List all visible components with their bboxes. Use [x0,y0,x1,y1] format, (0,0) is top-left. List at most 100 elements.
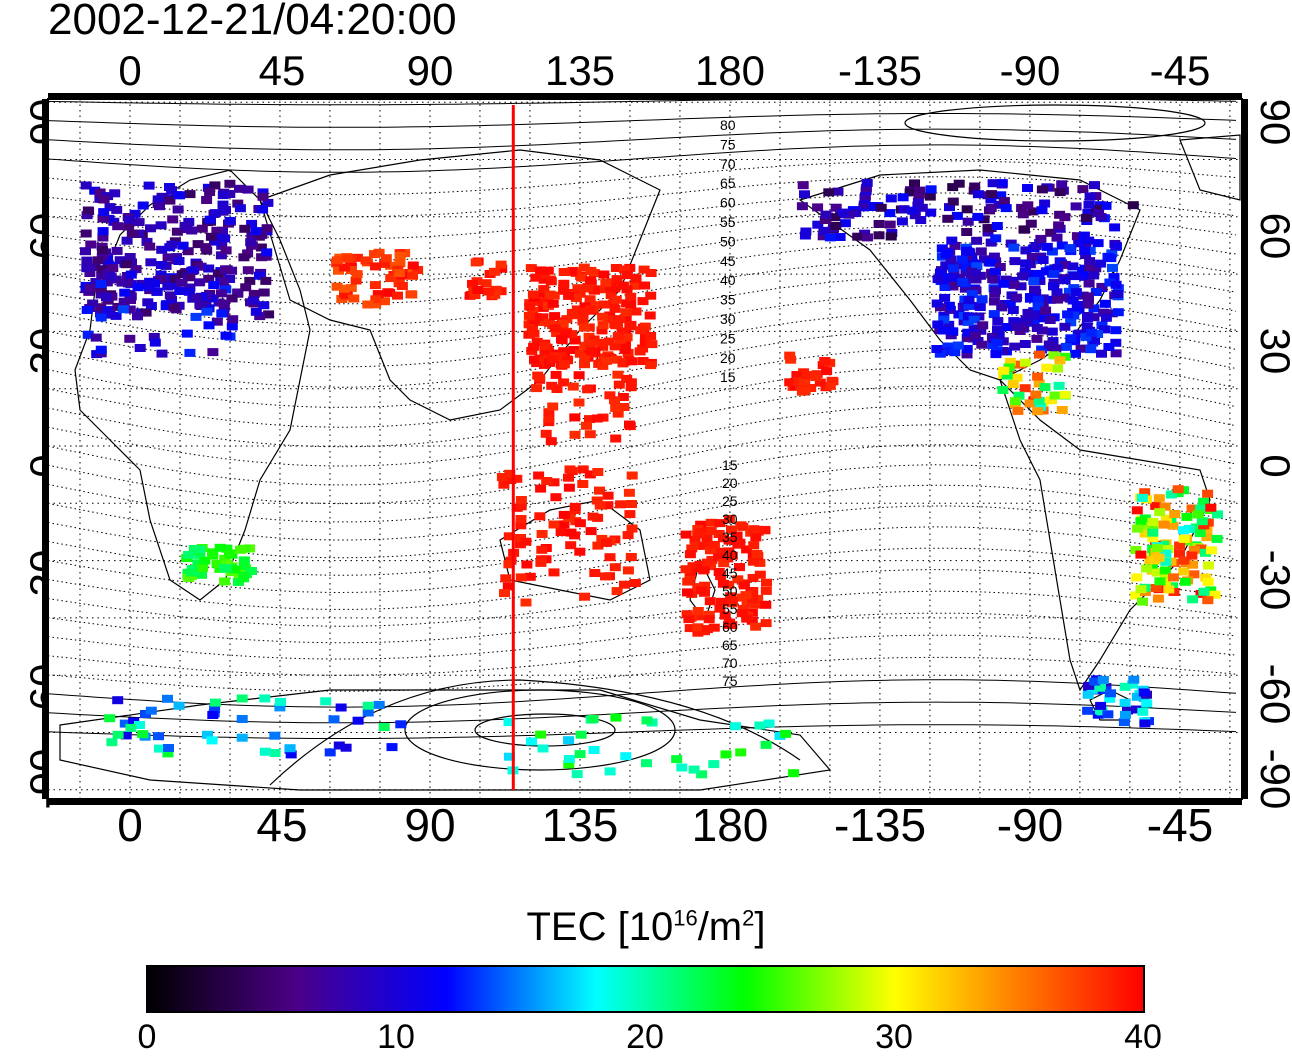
tec-pixel [610,434,622,443]
coastline [74,169,311,601]
tec-pixel [584,295,596,304]
tec-pixel [537,313,549,322]
tec-pixel [689,535,701,544]
tec-pixel [137,201,149,210]
tec-pixel [592,468,604,476]
tec-pixel [850,209,862,217]
tec-pixel [1110,338,1122,347]
tec-pixel [98,208,110,217]
tec-pixel [160,302,172,311]
tec-pixel [1083,279,1095,288]
tec-pixel [969,182,981,191]
tec-pixel [641,759,652,768]
tec-pixel [943,320,955,329]
tec-pixel [520,598,532,607]
tec-pixel [341,291,352,300]
tec-pixel [1001,323,1013,331]
tec-pixel [488,267,500,276]
tec-pixel [104,310,116,319]
tec-pixel [156,275,168,283]
tec-pixel [1059,322,1071,331]
tec-pixel [544,290,556,299]
tec-pixel [645,332,657,340]
tec-pixel [998,279,1010,288]
tec-pixel [555,528,567,537]
tec-pixel [1159,502,1171,511]
tec-pixel [215,289,227,298]
tec-pixel [1028,318,1040,327]
left-frame-bar [42,99,48,799]
tec-pixel [1020,259,1032,268]
tec-pixel [824,233,836,242]
tec-pixel [942,342,954,351]
tec-pixel [1034,350,1045,359]
tec-pixel [216,241,228,250]
tec-pixel [1011,293,1022,302]
tec-pixel [1009,342,1021,351]
tec-pixel [558,279,570,288]
tec-pixel [538,285,550,294]
tec-pixel [236,694,248,703]
tec-pixel [1160,549,1172,558]
tec-pixel [130,265,142,274]
tec-pixel [246,219,258,228]
tec-pixel [949,348,961,357]
tec-pixel [713,568,725,576]
tec-pixel [547,299,559,308]
tec-pixel [972,212,984,221]
tec-pixel [1027,207,1039,216]
tec-pixel [1022,201,1034,210]
tec-pixel [934,268,946,277]
tec-pixel [140,710,151,718]
tec-pixel [735,748,747,757]
tec-pixel [258,288,270,297]
tec-pixel [188,545,200,553]
tec-pixel [976,295,988,304]
tec-pixel [1205,586,1217,595]
tec-pixel [1172,485,1184,494]
tec-pixel [1071,300,1083,309]
tec-pixel [482,287,494,296]
tec-pixel [873,231,885,240]
tec-pixel [747,595,759,604]
tec-pixel [162,694,173,703]
tec-pixel [527,306,539,315]
tec-pixel [695,520,707,529]
tec-pixel [95,313,107,322]
tec-pixel [1011,322,1023,331]
tec-pixel [938,315,950,324]
tec-pixel [84,283,96,292]
contour-label: 80 [720,117,736,133]
tec-pixel [133,229,145,238]
tec-pixel [814,378,826,387]
tec-pixel [232,199,244,208]
contour-label: 20 [720,350,736,366]
tec-pixel [1044,316,1056,324]
tec-pixel [1070,288,1082,297]
tec-pixel [324,748,336,757]
tec-pixel [819,216,831,224]
tec-pixel [362,708,374,717]
tec-pixel [1106,309,1118,318]
tec-pixel [538,289,550,298]
tec-pixel [145,706,157,715]
tec-pixel [718,559,730,568]
tec-pixel [166,240,178,249]
tec-pixel [624,322,636,331]
tec-pixel [1032,407,1044,416]
magnetic-contour [48,144,1237,173]
tec-pixel [102,306,113,315]
tec-pixel [584,339,596,348]
tec-pixel [1036,345,1048,354]
tec-pixel [1097,676,1109,684]
tec-pixel [741,545,753,554]
tec-pixel [234,184,245,193]
tec-pixel [1178,534,1190,543]
top-lon-label: 90 [406,47,454,94]
tec-pixel [503,532,515,541]
tec-pixel [692,623,704,632]
tec-pixel [1127,201,1139,210]
tec-pixel [212,269,224,278]
tec-pixel [624,510,636,519]
magnetic-contour [48,484,1237,559]
